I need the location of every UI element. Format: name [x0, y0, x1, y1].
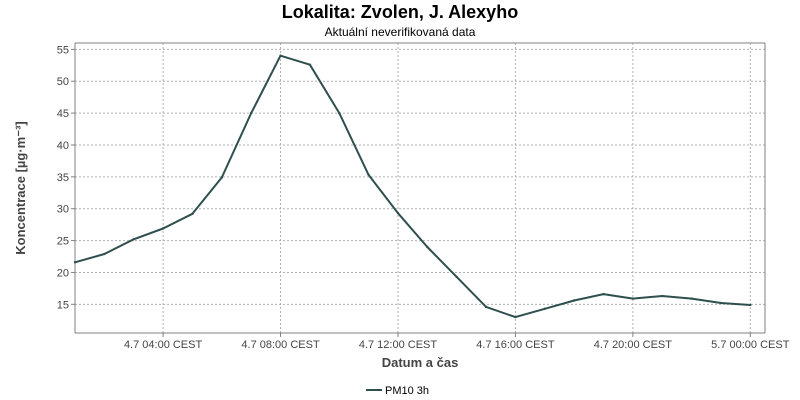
- series: [73, 54, 752, 319]
- x-tick-label: 4.7 20:00 CEST: [594, 339, 673, 351]
- data-point: [631, 297, 635, 300]
- data-point: [220, 176, 224, 179]
- data-point: [396, 211, 400, 215]
- data-point: [514, 315, 517, 319]
- chart-subtitle: Aktuální neverifikovaná data: [325, 25, 476, 39]
- data-point: [749, 303, 752, 307]
- data-point: [367, 173, 370, 177]
- legend-label: PM10 3h: [385, 385, 429, 397]
- x-axis-label: Datum a čas: [382, 355, 459, 370]
- data-point: [338, 111, 341, 115]
- y-tick-label: 45: [57, 108, 69, 120]
- data-point: [543, 307, 546, 310]
- legend: PM10 3h: [366, 385, 429, 397]
- grid: [75, 43, 765, 333]
- data-point: [484, 305, 488, 309]
- data-point: [249, 111, 253, 115]
- x-tick-label: 5.7 00:00 CEST: [711, 339, 790, 351]
- y-tick-label: 20: [57, 267, 69, 279]
- axes: [74, 42, 766, 334]
- x-tick-label: 4.7 12:00 CEST: [359, 339, 438, 351]
- data-point: [690, 297, 693, 300]
- y-tick-label: 25: [57, 236, 69, 248]
- y-tick-label: 50: [57, 76, 69, 88]
- data-point: [719, 301, 723, 305]
- data-point: [191, 212, 194, 216]
- data-point: [103, 252, 106, 256]
- x-tick-label: 4.7 08:00 CEST: [241, 339, 320, 351]
- y-tick-label: 15: [57, 299, 69, 311]
- data-point: [661, 294, 664, 298]
- data-point: [426, 245, 429, 249]
- data-point: [455, 275, 458, 279]
- y-tick-label: 30: [57, 204, 69, 216]
- y-axis-label: Koncentrace [µg·m⁻³]: [13, 121, 28, 255]
- data-point: [132, 238, 135, 241]
- data-point: [161, 227, 165, 230]
- data-point: [308, 63, 312, 66]
- y-tick-label: 55: [57, 44, 69, 56]
- x-tick-label: 4.7 04:00 CEST: [124, 339, 203, 351]
- y-ticks: 15 20 25 30 35 40 45 50 55: [57, 44, 75, 311]
- series-line-pm10: [74, 54, 751, 319]
- x-ticks: 4.7 04:00 CEST 4.7 08:00 CEST 4.7 12:00 CE…: [124, 333, 790, 351]
- y-tick-label: 35: [57, 172, 69, 184]
- data-point: [73, 261, 77, 264]
- data-point: [279, 54, 282, 57]
- data-point: [572, 299, 576, 302]
- data-point: [602, 292, 605, 296]
- x-tick-label: 4.7 16:00 CEST: [476, 339, 555, 351]
- chart-title: Lokalita: Zvolen, J. Alexyho: [282, 2, 518, 22]
- y-tick-label: 40: [57, 140, 69, 152]
